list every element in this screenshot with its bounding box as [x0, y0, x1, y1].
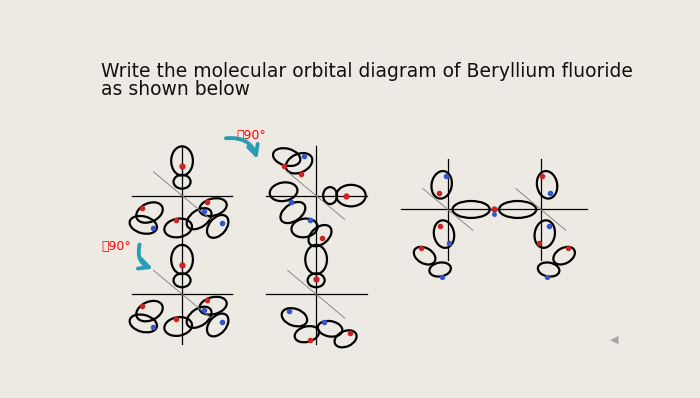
Text: 內90°: 內90°: [102, 240, 131, 253]
Text: ◀: ◀: [610, 334, 618, 344]
FancyArrowPatch shape: [226, 138, 258, 155]
FancyArrowPatch shape: [138, 244, 149, 269]
Text: 号90°: 号90°: [237, 129, 266, 142]
Text: as shown below: as shown below: [102, 80, 251, 99]
Text: Write the molecular orbital diagram of Beryllium fluoride: Write the molecular orbital diagram of B…: [102, 62, 634, 81]
